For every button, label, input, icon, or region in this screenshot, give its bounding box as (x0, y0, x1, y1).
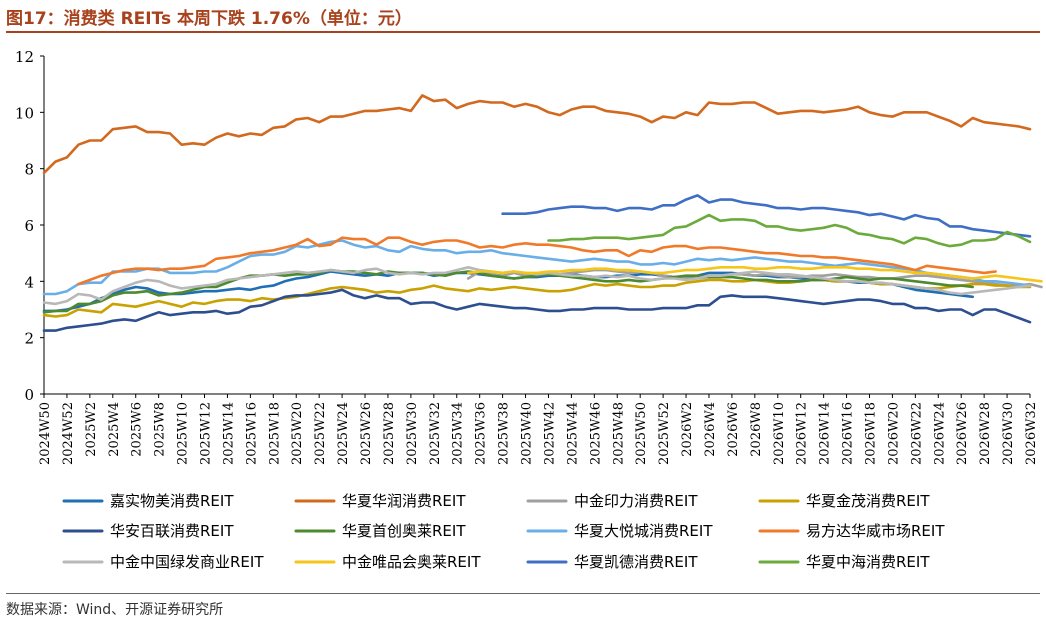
chart-title: 图17：消费类 REITs 本周下跌 1.76%（单位：元） (6, 9, 412, 29)
x-tick-label: 2025W34 (451, 402, 466, 465)
chart-legend: 嘉实物美消费REIT 华夏华润消费REIT 中金印力消费REIT 华夏金茂消费REIT… (62, 492, 945, 571)
x-tick-label: 2025W30 (405, 402, 420, 465)
series-line-11 (501, 194, 1032, 238)
x-tick-label: 2025W40 (520, 402, 535, 465)
x-tick-label: 2025W8 (153, 402, 168, 457)
series-line-10 (466, 266, 1043, 283)
legend-label: 华夏首创奥莱REIT (342, 522, 466, 540)
y-tick-label: 10 (15, 104, 34, 122)
x-tick-label: 2026W20 (886, 402, 901, 465)
x-tick-label: 2026W8 (749, 402, 764, 457)
x-tick-label: 2025W4 (107, 402, 122, 457)
x-tick-label: 2025W46 (588, 402, 603, 465)
x-tick-label: 2025W12 (199, 402, 214, 465)
legend-label: 华安百联消费REIT (110, 522, 234, 540)
x-tick-label: 2026W14 (818, 402, 833, 465)
x-tick-label: 2026W12 (795, 402, 810, 465)
x-tick-label: 2025W6 (130, 402, 145, 457)
series-line-5 (42, 288, 1032, 332)
series-line-4 (42, 278, 1032, 318)
x-tick-label: 2026W24 (932, 402, 947, 465)
line-chart: 0 2 4 6 8 10 12 2024W50 2024W52 2025W2 2025W4 2025W… (15, 48, 1043, 571)
y-tick-label: 12 (15, 48, 34, 66)
x-tick-label: 2026W16 (841, 402, 856, 465)
legend-label: 中金印力消费REIT (574, 492, 698, 510)
x-tick-label: 2025W2 (84, 402, 99, 457)
x-tick-label: 2025W22 (313, 402, 328, 465)
x-tick-label: 2025W36 (474, 402, 489, 465)
series-line-2 (42, 94, 1032, 175)
legend-label: 华夏华润消费REIT (342, 492, 466, 510)
x-tick-label: 2025W18 (267, 402, 282, 465)
x-tick-label: 2025W28 (382, 402, 397, 465)
legend-label: 华夏中海消费REIT (806, 553, 930, 571)
y-tick-label: 4 (24, 273, 34, 291)
x-tick-label: 2025W16 (244, 402, 259, 465)
x-tick-label: 2025W32 (428, 402, 443, 465)
x-tick-label: 2024W50 (38, 402, 53, 465)
legend-label: 华夏金茂消费REIT (806, 492, 930, 510)
x-tick-label: 2026W10 (772, 402, 787, 465)
legend-label: 华夏凯德消费REIT (574, 553, 698, 571)
x-tick-label: 2026W2 (680, 402, 695, 457)
x-tick-label: 2026W18 (863, 402, 878, 465)
source-note: 数据来源：Wind、开源证券研究所 (6, 602, 224, 618)
x-tick-label: 2025W50 (634, 402, 649, 465)
chart-axes: 0 2 4 6 8 10 12 2024W50 2024W52 2025W2 2025W4 2025W… (15, 48, 1039, 465)
series-line-6 (42, 268, 975, 314)
legend-label: 中金中国绿发商业REIT (110, 553, 264, 571)
x-tick-label: 2026W6 (726, 402, 741, 457)
legend-label: 易方达华威市场REIT (806, 522, 945, 540)
x-tick-label: 2025W10 (176, 402, 191, 465)
y-tick-label: 2 (24, 330, 34, 348)
x-tick-label: 2025W24 (336, 402, 351, 465)
y-tick-label: 0 (24, 386, 34, 404)
legend-label: 嘉实物美消费REIT (110, 492, 234, 510)
x-tick-label: 2024W52 (61, 402, 76, 465)
x-tick-label: 2025W44 (565, 402, 580, 465)
x-tick-label: 2025W48 (611, 402, 626, 465)
title-underline (6, 31, 1040, 33)
legend-label: 中金唯品会奥莱REIT (342, 553, 481, 571)
x-tick-label: 2025W52 (657, 402, 672, 465)
x-tick-label: 2026W28 (978, 402, 993, 465)
series-line-9 (42, 266, 1032, 306)
x-tick-label: 2026W26 (955, 402, 970, 465)
x-tick-label: 2025W38 (497, 402, 512, 465)
series-line-7 (42, 239, 1032, 296)
x-tick-label: 2026W4 (703, 402, 718, 457)
x-tick-label: 2026W30 (1001, 402, 1016, 465)
legend-label: 华夏大悦城消费REIT (574, 522, 713, 540)
source-divider (6, 593, 1040, 594)
series-line-12 (547, 213, 1032, 248)
chart-series-lines (42, 94, 1043, 332)
series-line-8 (77, 236, 997, 286)
y-tick-label: 6 (24, 217, 34, 235)
x-tick-label: 2026W32 (1024, 402, 1039, 465)
x-tick-label: 2025W42 (542, 402, 557, 465)
x-tick-label: 2026W22 (909, 402, 924, 465)
y-tick-label: 8 (24, 161, 34, 179)
x-tick-label: 2025W20 (290, 402, 305, 465)
x-tick-label: 2025W14 (221, 402, 236, 465)
x-tick-label: 2025W26 (359, 402, 374, 465)
